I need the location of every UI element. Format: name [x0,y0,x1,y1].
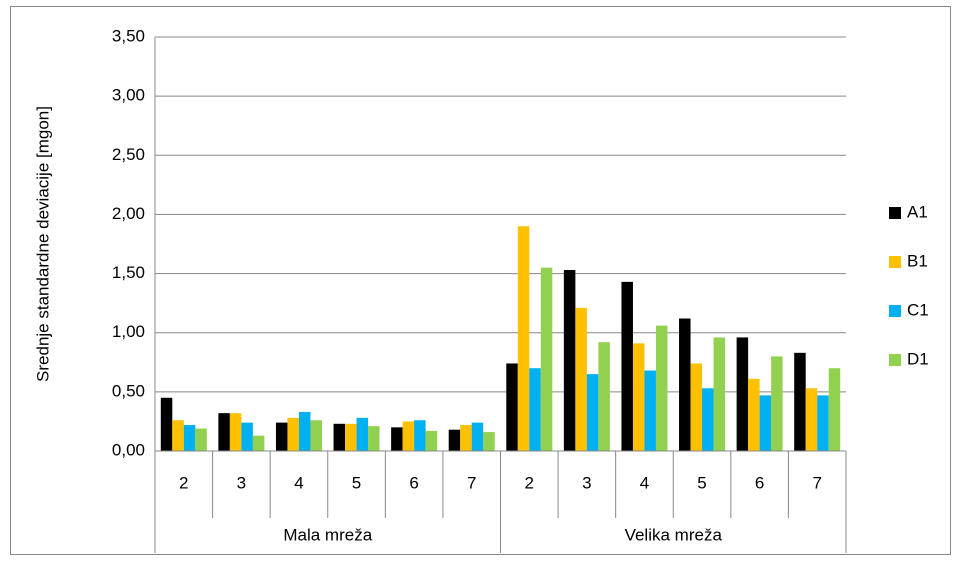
bar [275,422,288,451]
legend-swatch [889,305,901,317]
x-tick-label: 5 [697,473,706,492]
bar [448,429,461,451]
group-label: Velika mreža [625,525,723,544]
bar [748,378,760,451]
bar [736,337,749,451]
bar [529,368,541,451]
legend-label: A1 [907,202,928,221]
y-tick-label: 2,00 [112,204,145,223]
bar [298,411,311,451]
y-tick-label: 1,50 [112,263,145,282]
group-label: Mala mreža [283,525,372,544]
x-tick-label: 5 [352,473,361,492]
x-tick-label: 7 [467,473,476,492]
bar [759,395,772,451]
bar [575,307,587,451]
bar [252,435,265,451]
x-tick-label: 4 [640,473,649,492]
bar [229,413,242,451]
bar [794,352,806,451]
bar [368,426,380,451]
bar [356,417,369,451]
y-tick-label: 3,00 [112,86,145,105]
bar [679,318,691,451]
bar [632,343,645,451]
chart-border [10,6,951,555]
x-tick-label: 4 [294,473,303,492]
bar [391,427,403,451]
x-tick-label: 6 [755,473,764,492]
bar [702,388,714,451]
bar [414,420,426,451]
bar [586,374,599,451]
legend-label: D1 [907,349,929,368]
bar [483,432,495,451]
bar [506,363,518,451]
bar [345,423,357,451]
bar [333,423,346,451]
bar [172,420,184,451]
x-tick-label: 2 [179,473,188,492]
bar [621,281,633,451]
bar [598,342,610,451]
y-tick-label: 1,00 [112,322,145,341]
y-tick-label: 0,00 [112,440,145,459]
x-tick-label: 7 [812,473,821,492]
legend-label: B1 [907,251,928,270]
legend-swatch [889,207,901,219]
bar [241,422,253,451]
bar [287,417,299,451]
y-tick-label: 2,50 [112,145,145,164]
y-axis-title: Srednje standardne deviacije [mgon] [33,106,52,382]
x-tick-label: 2 [525,473,534,492]
bar [310,420,322,451]
x-tick-label: 3 [237,473,246,492]
legend-swatch [889,256,901,268]
bar [218,413,230,451]
bar [690,363,703,451]
y-tick-label: 3,50 [112,26,145,45]
bar [402,421,415,451]
y-tick-label: 0,50 [112,381,145,400]
bar [183,424,196,451]
bar [713,337,726,451]
bar [471,422,484,451]
bar [817,395,829,451]
legend-swatch [889,354,901,366]
bar [644,370,656,451]
bar [771,356,783,451]
bar [517,226,530,451]
bar [805,388,818,451]
bar [828,368,841,451]
x-tick-label: 6 [409,473,418,492]
bar [425,430,438,451]
x-tick-label: 3 [582,473,591,492]
legend-label: C1 [907,300,929,319]
bar [563,270,576,451]
bar [160,397,173,451]
bar [655,325,668,451]
bar [195,428,207,451]
bar [540,267,553,451]
bar [460,424,472,451]
